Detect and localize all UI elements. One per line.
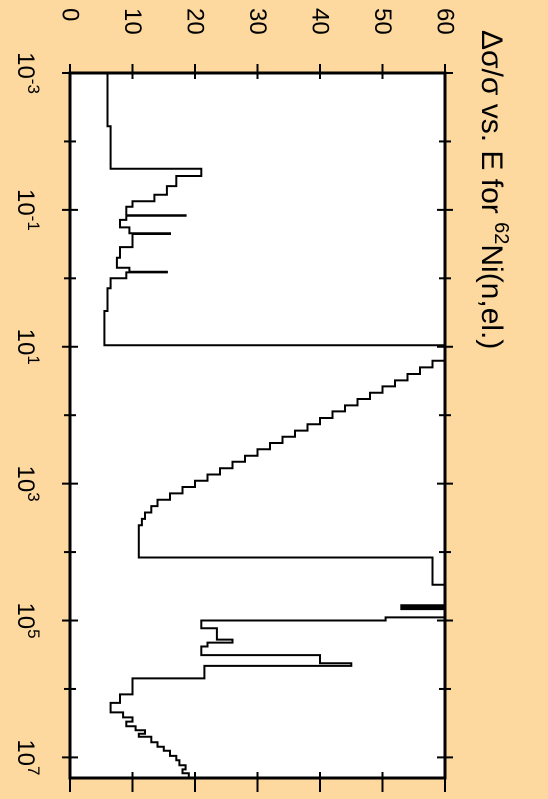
x-tick-label: 10-3: [12, 52, 43, 94]
series-line-2: [109, 604, 446, 778]
y-tick-label: 60: [432, 8, 459, 35]
y-tick-label: 50: [369, 8, 396, 35]
chart-title: Δσ/σ vs. E for 62Ni(n,el.): [475, 30, 512, 349]
series-layer: [103, 73, 446, 778]
y-tick-label: 10: [119, 8, 146, 35]
series-line-0: [103, 73, 445, 347]
chart-title-text: Δσ/σ vs. E for 62Ni(n,el.): [475, 30, 512, 349]
x-tick-label: 107: [12, 739, 43, 775]
y-tick-label: 0: [57, 8, 84, 21]
axes: 10-3 10-1 101 103 105 107 0 10 20 30 40 50 60: [12, 8, 459, 792]
x-tick-label: 105: [12, 602, 43, 638]
plot-area: [68, 71, 447, 780]
x-tick-label: 10-1: [12, 189, 43, 231]
series-line-1: [137, 359, 445, 586]
y-tick-label: 30: [244, 8, 271, 35]
y-tick-label: 20: [182, 8, 209, 35]
y-tick-label: 40: [307, 8, 334, 35]
x-tick-label: 103: [12, 466, 43, 502]
x-tick-label: 101: [12, 329, 43, 365]
